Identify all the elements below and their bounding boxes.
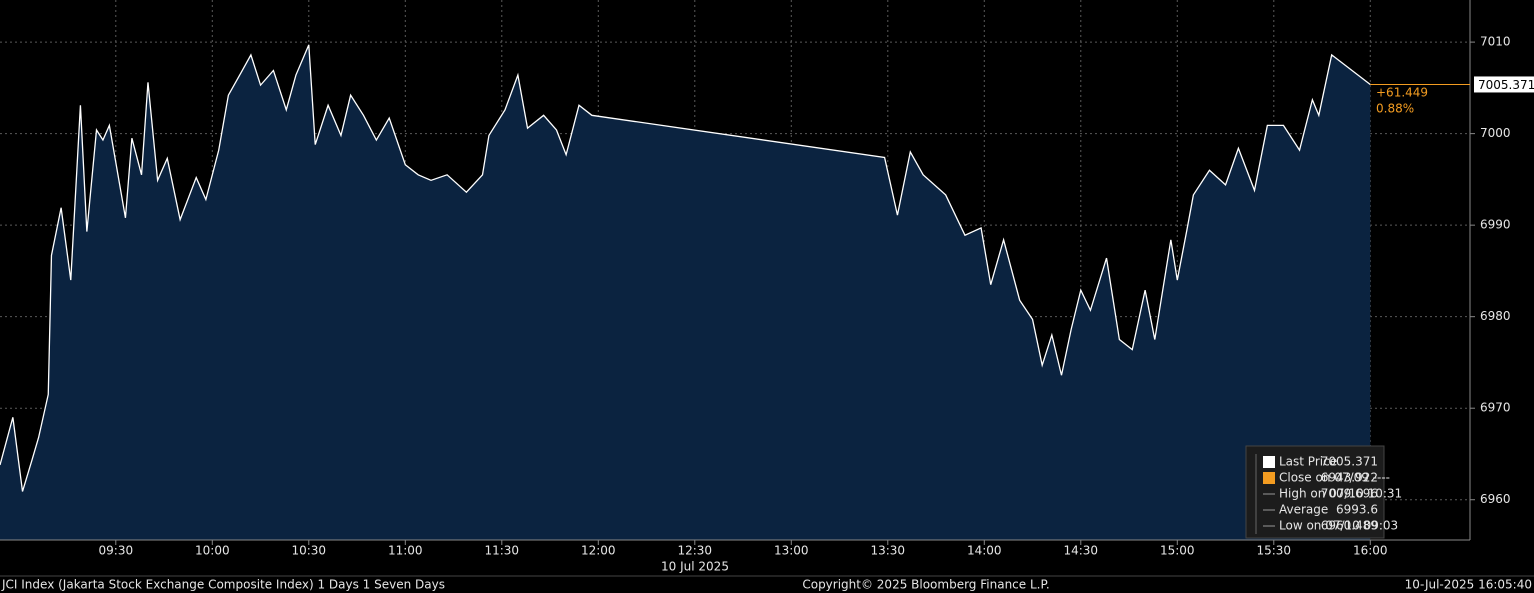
date-label: 10 Jul 2025 <box>661 560 729 574</box>
x-tick-label: 12:00 <box>581 544 616 558</box>
last-price-box <box>1474 76 1534 93</box>
x-tick-label: 14:00 <box>967 544 1002 558</box>
last-price-label: 7005.371 <box>1478 78 1534 92</box>
legend-value: 7009.696 <box>1321 487 1378 501</box>
x-tick-label: 12:30 <box>677 544 712 558</box>
legend-name: Low on 07/10 09:03 <box>1279 519 1398 533</box>
change-pct: 0.88% <box>1376 102 1414 116</box>
x-tick-label: 13:00 <box>774 544 809 558</box>
x-tick-label: 16:00 <box>1353 544 1388 558</box>
x-tick-label: 13:30 <box>870 544 905 558</box>
x-tick-label: 10:00 <box>195 544 230 558</box>
x-tick-label: 11:00 <box>388 544 423 558</box>
legend-name: High on 07/10 10:31 <box>1279 487 1402 501</box>
x-tick-label: 15:30 <box>1256 544 1291 558</box>
x-tick-label: 09:30 <box>99 544 134 558</box>
legend-name: Average <box>1279 503 1328 517</box>
legend-value: 6993.6 <box>1336 503 1378 517</box>
y-tick-label: 7010 <box>1480 35 1511 49</box>
x-tick-label: 11:30 <box>484 544 519 558</box>
legend-name: Close on 07/09 ---- <box>1279 471 1390 485</box>
y-tick-label: 6960 <box>1480 492 1511 506</box>
legend-swatch <box>1263 456 1275 468</box>
legend-value: 6960.489 <box>1321 519 1378 533</box>
legend-value: 7005.371 <box>1321 455 1378 469</box>
legend-name: Last Price <box>1279 455 1337 469</box>
footer-left: JCI Index (Jakarta Stock Exchange Compos… <box>1 578 445 592</box>
footer-center: Copyright© 2025 Bloomberg Finance L.P. <box>802 578 1049 592</box>
area-fill <box>0 44 1371 540</box>
price-line <box>0 44 1371 492</box>
change: +61.449 <box>1376 86 1428 100</box>
legend-value: 6943.922 <box>1321 471 1378 485</box>
y-tick-label: 7000 <box>1480 126 1511 140</box>
y-tick-label: 6970 <box>1480 401 1511 415</box>
legend-swatch <box>1263 472 1275 484</box>
y-tick-label: 6990 <box>1480 218 1511 232</box>
x-tick-label: 15:00 <box>1160 544 1195 558</box>
footer-right: 10-Jul-2025 16:05:40 <box>1405 578 1532 592</box>
x-tick-label: 10:30 <box>291 544 326 558</box>
x-tick-label: 14:30 <box>1063 544 1098 558</box>
y-tick-label: 6980 <box>1480 309 1511 323</box>
